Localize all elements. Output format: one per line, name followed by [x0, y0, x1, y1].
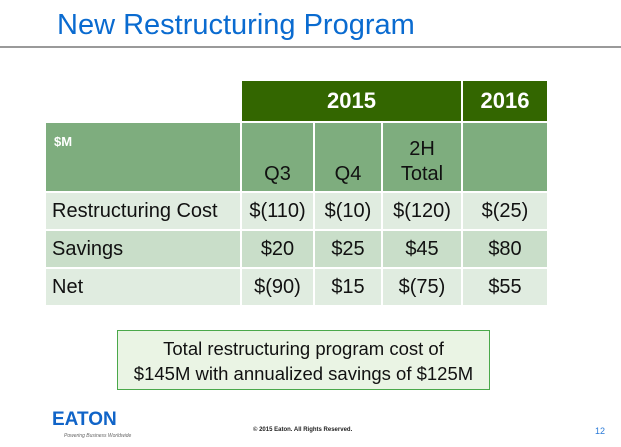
col-q4: Q4 [313, 121, 383, 193]
cell: $(10) [313, 191, 383, 231]
cell: $55 [461, 267, 549, 307]
callout-line2: $145M with annualized savings of $125M [133, 363, 474, 384]
summary-callout: Total restructuring program cost of $145… [117, 330, 490, 390]
year-header-row: 2015 2016 [45, 79, 549, 123]
cell: $80 [461, 229, 549, 269]
table-row: Net $(90) $15 $(75) $55 [44, 267, 549, 307]
restructuring-table: 2015 2016 $M Q3 Q4 2H Total Restructuring… [44, 79, 549, 307]
eaton-logo: EATON [52, 409, 117, 430]
cell: $20 [240, 229, 315, 269]
year-2015: 2015 [240, 79, 463, 123]
logo-tagline: Powering Business Worldwide [64, 433, 132, 439]
cell: $25 [313, 229, 383, 269]
cell: $15 [313, 267, 383, 307]
cell: $(110) [240, 191, 315, 231]
table-row: Savings $20 $25 $45 $80 [44, 229, 549, 269]
cell: $(90) [240, 267, 315, 307]
cell: $(75) [381, 267, 463, 307]
empty-cell [45, 80, 241, 122]
col-2h-total: 2H Total [381, 121, 463, 193]
copyright: © 2015 Eaton. All Rights Reserved. [253, 427, 353, 433]
cell: $(25) [461, 191, 549, 231]
col-2016 [461, 121, 549, 193]
col-2h-line1: 2H [409, 138, 435, 160]
row-label: Net [44, 267, 242, 307]
row-label: Restructuring Cost [44, 191, 242, 231]
slide-title: New Restructuring Program [57, 9, 415, 41]
page-number: 12 [595, 426, 606, 436]
column-header-row: $M Q3 Q4 2H Total [44, 121, 549, 193]
cell: $45 [381, 229, 463, 269]
row-label: Savings [44, 229, 242, 269]
col-q3: Q3 [240, 121, 315, 193]
table-row: Restructuring Cost $(110) $(10) $(120) $… [44, 191, 549, 231]
unit-label: $M [44, 121, 242, 193]
col-2h-line2: Total [400, 163, 444, 185]
year-2016: 2016 [461, 79, 549, 123]
title-divider [0, 46, 621, 48]
cell: $(120) [381, 191, 463, 231]
callout-line1: Total restructuring program cost of [163, 338, 444, 359]
